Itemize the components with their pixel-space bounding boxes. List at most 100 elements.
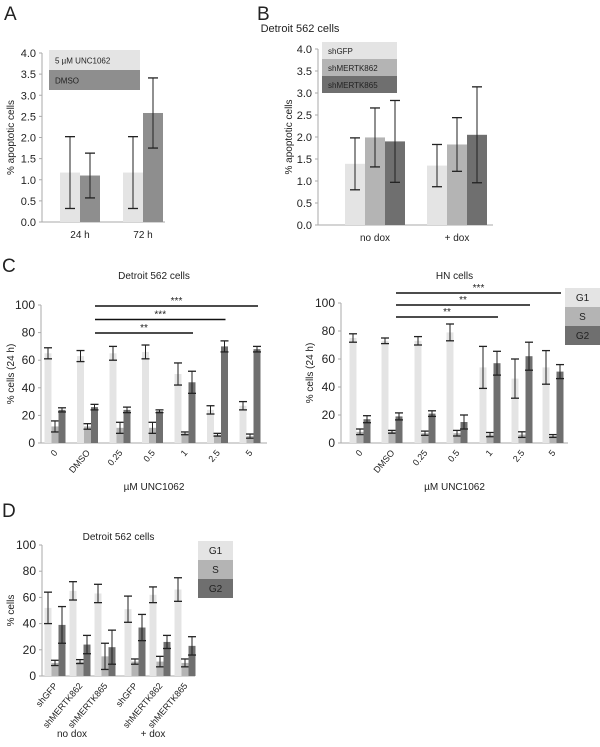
bar-g1 <box>174 589 182 676</box>
y-tick-label: 100 <box>315 296 335 310</box>
bar-shgfp <box>345 163 365 225</box>
panel-letter-a: A <box>4 4 17 25</box>
bar-g1 <box>69 590 77 676</box>
bar-g2 <box>253 349 261 443</box>
y-tick-label: 80 <box>22 326 36 340</box>
bar-g2 <box>138 627 146 676</box>
legend-swatch <box>49 50 140 70</box>
bar-s <box>156 661 164 676</box>
bar-g2 <box>58 409 66 443</box>
bar-s <box>181 662 189 676</box>
x-tick-label: shGFP <box>34 681 60 709</box>
bar-shmertk865 <box>385 141 405 225</box>
x-tick-label: 1 <box>484 448 495 458</box>
bar-g2 <box>556 371 564 443</box>
x-tick-label: 0.25 <box>411 448 430 468</box>
y-tick-label: 20 <box>322 408 336 422</box>
y-tick-label: 0.5 <box>297 198 312 210</box>
y-tick-label: 3.0 <box>21 90 36 102</box>
bar-g2 <box>221 346 228 443</box>
legend-swatch <box>198 541 233 560</box>
x-tick-label: 0.5 <box>141 448 157 464</box>
bar-g2 <box>91 407 98 443</box>
y-axis-label: % apoptotic cells <box>284 99 295 174</box>
bar-g2 <box>188 382 196 443</box>
top-title: Detroit 562 cells <box>261 23 340 35</box>
bar-g2 <box>363 419 371 443</box>
y-tick-label: 1.0 <box>297 176 312 188</box>
y-tick-label: 1.0 <box>21 175 36 187</box>
y-tick-label: 0 <box>28 436 35 450</box>
y-axis-label: % cells (24 h) <box>305 343 316 404</box>
bar-g1 <box>77 356 84 443</box>
legend-label: G1 <box>576 293 590 304</box>
y-tick-label: 60 <box>23 590 37 604</box>
bar-g2 <box>123 409 131 443</box>
x-tick-label: 0 <box>354 448 365 458</box>
panel-letter-c: C <box>2 256 16 277</box>
bar-g2 <box>83 644 91 676</box>
y-tick-label: 40 <box>322 380 336 394</box>
y-tick-label: 3.5 <box>297 66 312 78</box>
x-tick-label: shGFP <box>114 681 140 709</box>
y-tick-label: 20 <box>23 643 37 657</box>
legend-swatch <box>565 288 600 307</box>
y-tick-label: 80 <box>23 564 37 578</box>
bar-s <box>356 431 364 443</box>
bar-dmso <box>80 175 100 222</box>
bar-s <box>246 436 254 443</box>
bar-dmso <box>143 112 163 222</box>
y-tick-label: 2.5 <box>21 111 36 123</box>
legend-label: shMERTK865 <box>328 81 378 90</box>
x-tick-label: + dox <box>445 233 470 244</box>
legend-swatch <box>565 307 600 326</box>
y-tick-label: 60 <box>322 352 336 366</box>
y-tick-label: 0.0 <box>297 220 312 232</box>
legend-label: shGFP <box>328 47 353 56</box>
chart-title: HN cells <box>436 271 473 282</box>
bar-s <box>51 426 59 443</box>
bar-g2 <box>428 413 436 443</box>
bar-s <box>84 426 91 443</box>
bar-g1 <box>142 351 149 443</box>
x-tick-label: DMSO <box>67 448 92 475</box>
bar-s <box>518 434 526 443</box>
y-tick-label: 80 <box>322 324 336 338</box>
x-tick-label: no dox <box>360 233 390 244</box>
bar-shgfp <box>427 165 447 225</box>
x-tick-label: 2.5 <box>206 448 222 464</box>
legend-swatch <box>322 76 397 93</box>
x-tick-label: 0 <box>49 448 60 458</box>
bar-s <box>131 661 139 676</box>
chart-a: 0.0 0.5 1.0 1.5 2.0 2.5 3.0 3.5 4.0 % apoptotic c… <box>6 48 165 241</box>
x-tick-label: DMSO <box>372 448 397 475</box>
significance-label: *** <box>154 310 166 321</box>
bar-g1 <box>446 332 454 443</box>
x-tick-label: 2.5 <box>511 448 527 464</box>
legend-label: G2 <box>576 331 590 342</box>
bar-g1 <box>94 593 102 676</box>
legend-label: G2 <box>209 584 223 595</box>
legend-label: 5 µM UNC1062 <box>55 57 111 66</box>
y-tick-label: 3.5 <box>21 69 36 81</box>
y-tick-label: 0.5 <box>21 196 36 208</box>
x-tick-label: 24 h <box>70 230 89 241</box>
bar-shmertk862 <box>365 137 385 225</box>
y-tick-label: 100 <box>15 298 35 312</box>
chart-c1: 0 20 40 60 80 100 % cells (24 h) Detroit 562 ce… <box>6 271 267 493</box>
legend-swatch <box>322 59 397 76</box>
bar-g1 <box>174 374 182 443</box>
y-tick-label: 1.5 <box>21 154 36 166</box>
y-tick-label: 2.5 <box>297 110 312 122</box>
y-tick-label: 1.5 <box>297 154 312 166</box>
significance-label: ** <box>140 323 148 334</box>
bar-s <box>549 436 557 443</box>
bar-g1 <box>479 367 487 443</box>
y-axis-label: % cells (24 h) <box>6 344 17 405</box>
bar-g1 <box>207 409 214 443</box>
y-tick-label: 4.0 <box>297 44 312 56</box>
y-tick-label: 4.0 <box>21 48 36 60</box>
bar-g1 <box>239 405 247 443</box>
bar-g1 <box>349 338 357 443</box>
